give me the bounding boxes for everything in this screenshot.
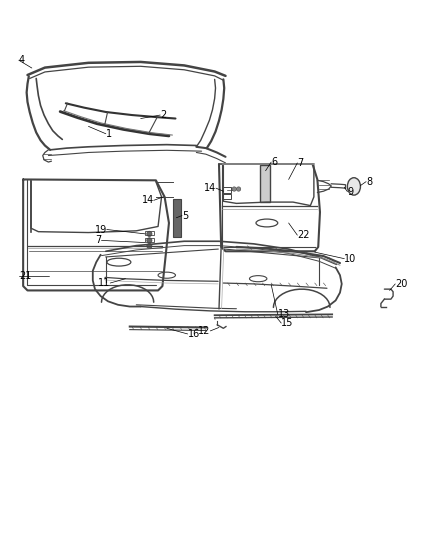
Text: 9: 9 [347,187,353,197]
Text: 21: 21 [19,271,31,281]
Bar [173,199,181,237]
Bar [223,187,231,192]
Text: 4: 4 [19,55,25,65]
Circle shape [232,187,237,191]
Circle shape [147,231,152,237]
Ellipse shape [347,177,360,195]
Text: 8: 8 [366,176,372,187]
Text: 14: 14 [204,183,216,193]
Text: 15: 15 [281,318,293,328]
Circle shape [237,187,241,191]
Text: 20: 20 [395,279,408,289]
Bar [145,231,154,235]
Bar [223,194,231,199]
Text: 12: 12 [198,326,210,336]
Text: 14: 14 [141,196,154,205]
Text: 22: 22 [297,230,310,240]
Text: 1: 1 [106,129,112,139]
Text: 11: 11 [98,278,110,288]
Text: 16: 16 [187,329,200,339]
Text: 13: 13 [278,309,290,319]
Circle shape [147,244,152,249]
Bar [145,238,154,242]
Text: 6: 6 [271,157,277,167]
Bar [260,165,270,202]
Text: 19: 19 [95,224,107,235]
Circle shape [147,238,152,243]
Text: 10: 10 [344,254,357,264]
Text: 5: 5 [182,211,188,221]
Text: 7: 7 [297,158,304,168]
Text: 7: 7 [95,236,102,245]
Text: 2: 2 [160,110,166,120]
